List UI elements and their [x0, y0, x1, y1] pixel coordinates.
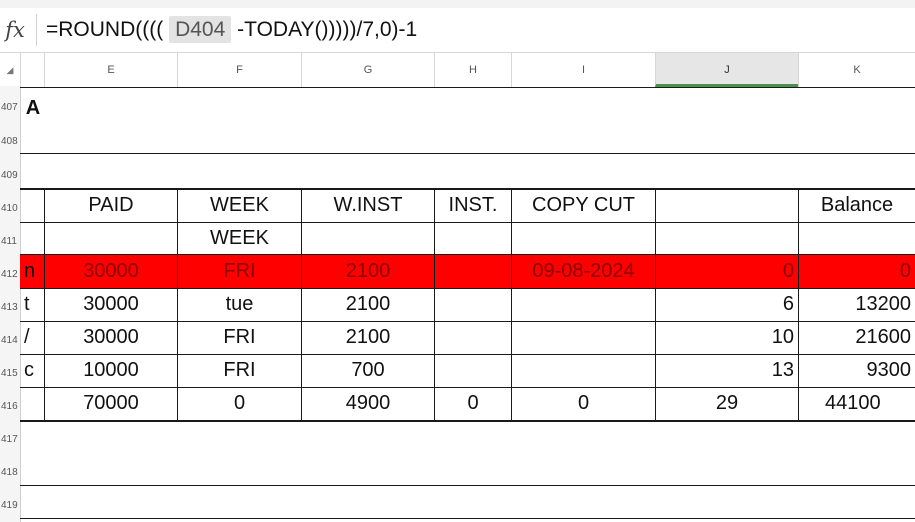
row412-winst[interactable]: 2100	[345, 260, 391, 282]
vline-k	[798, 189, 799, 421]
vline-j	[655, 189, 656, 421]
vline-e	[44, 189, 45, 421]
row411-week[interactable]: WEEK	[210, 227, 269, 249]
row-header-409[interactable]: 409	[1, 170, 18, 181]
total-paid[interactable]: 70000	[83, 392, 139, 414]
row414-paid[interactable]: 30000	[83, 326, 139, 348]
border-top-409	[20, 153, 915, 154]
border-row-415	[20, 354, 915, 355]
total-j[interactable]: 29	[715, 392, 739, 414]
column-header-h[interactable]: H	[434, 53, 511, 87]
column-header-k[interactable]: K	[798, 53, 915, 87]
border-row-416	[20, 387, 915, 388]
row413-paid[interactable]: 30000	[83, 293, 139, 315]
header-paid[interactable]: PAID	[88, 194, 134, 216]
row413-d[interactable]: t	[24, 293, 30, 315]
row413-j[interactable]: 6	[782, 293, 794, 315]
row415-paid[interactable]: 10000	[83, 359, 139, 381]
formula-bar-divider	[36, 14, 37, 46]
formula-prefix: =ROUND((((	[46, 18, 164, 41]
formula-bar: fx =ROUND(((( D404 -TODAY()))))/7,0)-1	[0, 0, 915, 52]
total-balance[interactable]: 44100	[825, 392, 881, 414]
fx-icon[interactable]: fx	[5, 18, 25, 42]
border-top-407	[20, 87, 915, 88]
row412-paid[interactable]: 30000	[83, 260, 139, 282]
border-row-420	[20, 518, 915, 519]
row414-d[interactable]: /	[24, 326, 30, 348]
header-balance[interactable]: Balance	[820, 194, 894, 216]
row412-d[interactable]: n	[24, 260, 36, 282]
row-header-415[interactable]: 415	[1, 368, 18, 379]
highlighted-row-412	[20, 255, 915, 288]
total-winst[interactable]: 4900	[345, 392, 391, 414]
vline-i	[511, 189, 512, 421]
row-header-417[interactable]: 417	[1, 434, 18, 445]
row415-winst[interactable]: 700	[351, 359, 385, 381]
row-header-418[interactable]: 418	[1, 467, 18, 478]
vline-f	[177, 189, 178, 421]
row413-winst[interactable]: 2100	[345, 293, 391, 315]
column-header-e[interactable]: E	[44, 53, 177, 87]
border-table-bottom	[20, 420, 915, 422]
row-header-414[interactable]: 414	[1, 335, 18, 346]
row413-balance[interactable]: 13200	[855, 293, 911, 315]
formula-suffix: -TODAY()))))/7,0)-1	[237, 18, 418, 41]
row-header-407[interactable]: 407	[1, 102, 18, 113]
header-winst[interactable]: W.INST	[333, 194, 403, 216]
row412-week[interactable]: FRI	[223, 260, 256, 282]
vline-h	[434, 189, 435, 421]
header-week[interactable]: WEEK	[210, 194, 269, 216]
formula-input[interactable]: =ROUND(((( D404 -TODAY()))))/7,0)-1	[46, 14, 417, 46]
vline-g	[301, 189, 302, 421]
row414-week[interactable]: FRI	[223, 326, 256, 348]
row-header-408[interactable]: 408	[1, 136, 18, 147]
total-inst[interactable]: 0	[467, 392, 479, 414]
row-header-413[interactable]: 413	[1, 302, 18, 313]
column-header-bar: ◢ E F G H I J K	[0, 52, 915, 88]
row415-d[interactable]: c	[24, 359, 34, 381]
total-copy-cut[interactable]: 0	[577, 392, 590, 414]
row415-week[interactable]: FRI	[223, 359, 256, 381]
row407-label[interactable]: A	[25, 97, 41, 119]
row-header-412[interactable]: 412	[1, 269, 18, 280]
header-copy-cut[interactable]: COPY CUT	[532, 194, 635, 216]
row412-copy-cut[interactable]: 09-08-2024	[532, 260, 635, 282]
row-header-411[interactable]: 411	[1, 236, 17, 247]
row412-balance[interactable]: 0	[899, 260, 911, 282]
column-header-i[interactable]: I	[511, 53, 655, 87]
row412-j[interactable]: 0	[782, 260, 794, 282]
border-row-413	[20, 288, 915, 289]
column-header-j[interactable]: J	[655, 53, 798, 87]
row-header-410[interactable]: 410	[1, 203, 18, 214]
row415-j[interactable]: 13	[771, 359, 794, 381]
border-row-419	[20, 485, 915, 486]
border-table-top	[20, 188, 915, 190]
select-all-corner[interactable]: ◢	[6, 65, 14, 75]
row415-balance[interactable]: 9300	[866, 359, 912, 381]
row413-week[interactable]: tue	[225, 293, 254, 315]
row414-j[interactable]: 10	[771, 326, 794, 348]
row-header-419[interactable]: 419	[1, 500, 18, 511]
column-header-g[interactable]: G	[301, 53, 434, 87]
formula-cell-reference: D404	[169, 16, 232, 43]
row-header-416[interactable]: 416	[1, 401, 18, 412]
header-j[interactable]	[656, 189, 798, 222]
ribbon-edge	[0, 0, 915, 8]
row414-winst[interactable]: 2100	[345, 326, 391, 348]
row-header-strip	[0, 86, 21, 522]
total-week[interactable]: 0	[233, 392, 246, 414]
column-header-f[interactable]: F	[177, 53, 301, 87]
border-row-412	[20, 254, 915, 255]
column-header-d[interactable]	[20, 53, 44, 87]
border-row-411	[20, 222, 915, 223]
row414-balance[interactable]: 21600	[855, 326, 911, 348]
border-row-414	[20, 321, 915, 322]
header-inst[interactable]: INST.	[448, 194, 498, 216]
